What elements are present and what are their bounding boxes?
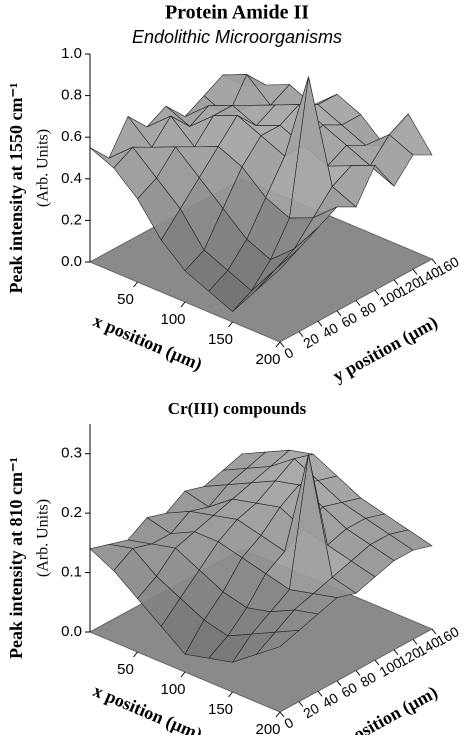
y-tick-label: 40 [319,689,341,711]
x-tick [180,671,186,678]
surface-cell [256,248,300,291]
y-tick-label: 40 [319,319,341,341]
y-tick [355,670,361,676]
x-tick-label: 200 [255,721,280,735]
y-tick [431,628,437,635]
z-tick-label: 0.6 [61,128,82,145]
y-tick-label: 0 [281,344,296,362]
z-tick-label: 0.8 [61,87,82,104]
z-axis-title: Peak intensity at 810 cm⁻¹ [6,457,26,659]
y-tick [393,279,399,286]
x-axis-title: x position (µm) [90,310,205,375]
y-tick [317,690,323,697]
x-tick-label: 150 [208,701,233,718]
z-axis-units: (Arb. Units) [35,129,52,207]
z-tick-label: 1.0 [61,45,82,62]
y-tick [336,680,342,687]
x-tick [180,301,186,308]
y-tick [374,289,380,296]
y-tick [412,639,418,645]
y-tick [374,659,380,666]
z-tick-label: 0.2 [61,211,82,228]
y-tick-label: 60 [338,679,360,701]
x-tick [133,651,138,658]
z-tick-label: 0.0 [61,253,82,270]
x-axis-title: x position (µm) [90,680,205,735]
chart-title: Cr(III) compounds [168,399,307,418]
y-tick-label: 80 [357,299,379,321]
x-tick [133,281,138,288]
y-tick [412,269,418,275]
y-tick [336,310,342,317]
y-tick [393,649,399,656]
y-tick-label: 20 [300,700,322,722]
x-tick [228,691,233,698]
surface-cell [255,629,300,656]
x-tick-label: 200 [255,351,280,368]
y-tick [279,711,285,718]
z-tick-label: 0.3 [61,445,82,462]
y-tick [431,258,437,265]
y-tick-label: 80 [357,669,379,691]
z-tick-label: 0.1 [61,564,82,581]
x-tick-label: 150 [208,331,233,348]
z-axis-units: (Arb. Units) [35,499,52,577]
z-tick-label: 0.2 [61,504,82,521]
x-tick-label: 100 [160,681,185,698]
chart-subtitle: Endolithic Microorganisms [132,27,342,47]
z-tick-label: 0.0 [61,623,82,640]
x-tick-label: 50 [117,661,134,678]
x-tick-label: 50 [117,291,134,308]
y-tick [279,341,285,348]
y-tick [298,331,304,337]
chart-title: Protein Amide II [165,2,309,24]
x-tick [275,341,281,348]
z-tick-label: 0.4 [61,170,82,187]
y-tick [355,300,361,306]
x-tick [228,321,233,328]
x-tick-label: 100 [160,311,185,328]
y-tick [317,320,323,327]
y-tick-label: 0 [281,714,296,732]
y-tick [298,701,304,707]
x-tick [275,711,281,718]
y-tick-label: 20 [300,330,322,352]
z-axis-title: Peak intensity at 1550 cm⁻¹ [6,83,26,294]
y-tick-label: 60 [338,309,360,331]
